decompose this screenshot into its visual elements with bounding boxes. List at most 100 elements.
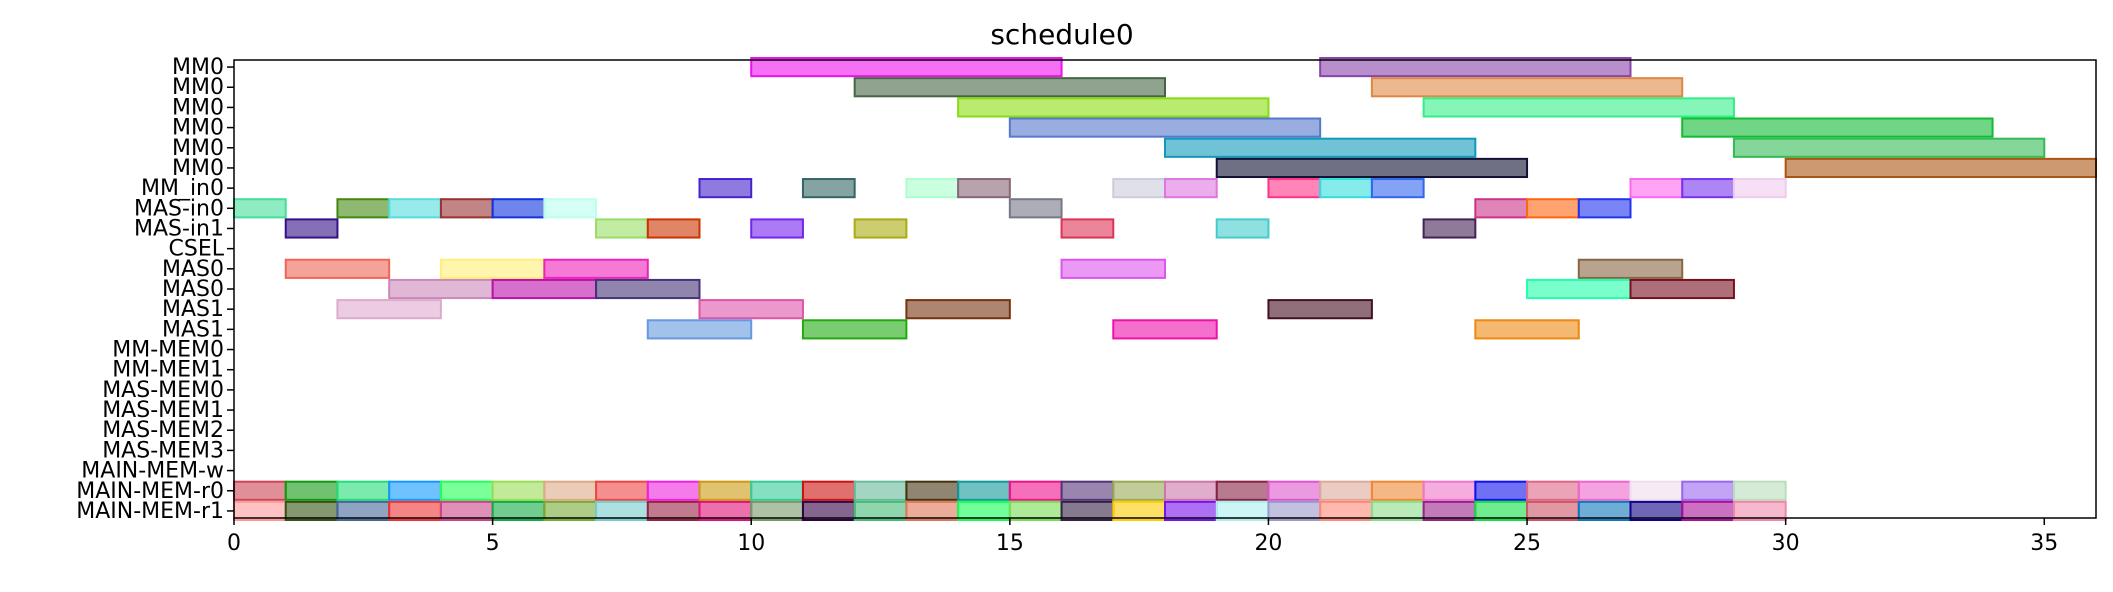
task-bar (233, 480, 287, 501)
task-bar (439, 480, 494, 501)
y-tick-label: MAS0 (162, 277, 224, 302)
task-bar (1474, 198, 1529, 219)
task-bar (1526, 198, 1580, 219)
task-bar (1732, 137, 2046, 158)
task-bar (1060, 218, 1115, 239)
y-tick-label: MAS1 (162, 297, 224, 322)
y-tick-label: MAS-in0 (134, 196, 224, 221)
chart-title: schedule0 (990, 18, 1133, 51)
task-bar (646, 218, 701, 239)
task-bar (1681, 117, 1994, 138)
y-tick-label: MM0 (172, 136, 224, 161)
task-bar (801, 178, 856, 199)
task-bar (595, 480, 649, 501)
x-tick-label: 30 (1772, 531, 1800, 556)
task-bar (750, 218, 804, 239)
task-bar (1164, 137, 1477, 158)
x-tick-label: 20 (1254, 531, 1282, 556)
task-bar (1681, 178, 1735, 199)
task-bar (1215, 480, 1270, 501)
task-bar (543, 480, 598, 501)
x-tick-label: 25 (1513, 531, 1541, 556)
task-bar (1267, 178, 1322, 199)
task-bar (336, 198, 391, 219)
task-bar (1629, 278, 1735, 300)
task-bar (1060, 480, 1115, 501)
task-bar (1474, 480, 1529, 501)
task-bar (491, 278, 598, 300)
x-tick-label: 10 (737, 531, 765, 556)
x-axis: 0 5 10 15 20 25 30 35 (227, 518, 2058, 556)
task-bar (957, 178, 1011, 199)
y-tick-label: MM0 (172, 55, 224, 80)
task-bar (1215, 218, 1270, 239)
y-tick-label: MAS-MEM3 (102, 438, 224, 463)
task-bar (284, 480, 339, 501)
task-bar (1319, 56, 1632, 78)
task-bar (233, 198, 287, 219)
task-bar (698, 299, 804, 320)
task-bar (1164, 178, 1218, 199)
task-bar (1526, 278, 1632, 300)
task-bar (905, 480, 960, 501)
bars-layer (233, 56, 2097, 522)
task-bar (853, 218, 908, 239)
task-bar (1370, 480, 1425, 501)
task-bar (1732, 500, 1787, 522)
task-bar (1526, 480, 1580, 501)
task-bar (957, 480, 1011, 501)
task-bar (439, 198, 494, 219)
task-bar (1008, 198, 1063, 219)
y-tick-label: MAIN-MEM-r0 (76, 479, 224, 504)
task-bar (1370, 178, 1425, 199)
task-bar (646, 319, 753, 340)
task-bar (1008, 480, 1063, 501)
task-bar (1319, 178, 1373, 199)
task-bar (284, 218, 339, 239)
task-bar (1112, 178, 1167, 199)
task-bar (1060, 258, 1166, 279)
y-tick-label: MAIN-MEM-r1 (76, 499, 224, 524)
task-bar (1112, 319, 1218, 340)
task-bar (1732, 178, 1787, 199)
task-bar (1732, 480, 1787, 501)
task-bar (1577, 258, 1684, 279)
x-tick-label: 0 (227, 531, 241, 556)
y-tick-label: MM-MEM1 (112, 358, 224, 383)
task-bar (750, 56, 1063, 78)
y-axis: MM0MM0MM0MM0MM0MM0MM_in0MAS-in0MAS-in1CS… (76, 55, 234, 524)
task-bar (336, 480, 391, 501)
task-bar (698, 178, 753, 199)
task-bar (853, 480, 908, 501)
task-bar (543, 198, 598, 219)
task-bar (1629, 178, 1684, 199)
task-bar (1422, 480, 1477, 501)
task-bar (1215, 157, 1529, 179)
x-tick-label: 35 (2030, 531, 2058, 556)
task-bar (1370, 77, 1684, 98)
task-bar (491, 198, 546, 219)
x-tick-label: 15 (996, 531, 1024, 556)
task-bar (698, 480, 753, 501)
y-tick-label: MM0 (172, 75, 224, 100)
task-bar (853, 77, 1167, 98)
task-bar (543, 258, 649, 279)
task-bar (284, 258, 391, 279)
task-bar (1681, 480, 1735, 501)
task-bar (1422, 97, 1735, 118)
task-bar (801, 480, 856, 501)
task-bar (1164, 480, 1218, 501)
task-bar (646, 480, 701, 501)
y-tick-label: MAS-MEM1 (102, 398, 224, 423)
y-tick-label: CSEL (169, 237, 225, 262)
task-bar (1267, 299, 1373, 320)
task-bar (1267, 480, 1322, 501)
y-tick-label: MAS-MEM2 (102, 418, 224, 443)
task-bar (905, 178, 960, 199)
y-tick-label: MAS1 (162, 317, 224, 342)
task-bar (1629, 480, 1684, 501)
task-bar (1577, 480, 1632, 501)
task-bar (1784, 157, 2097, 179)
task-bar (801, 319, 908, 340)
